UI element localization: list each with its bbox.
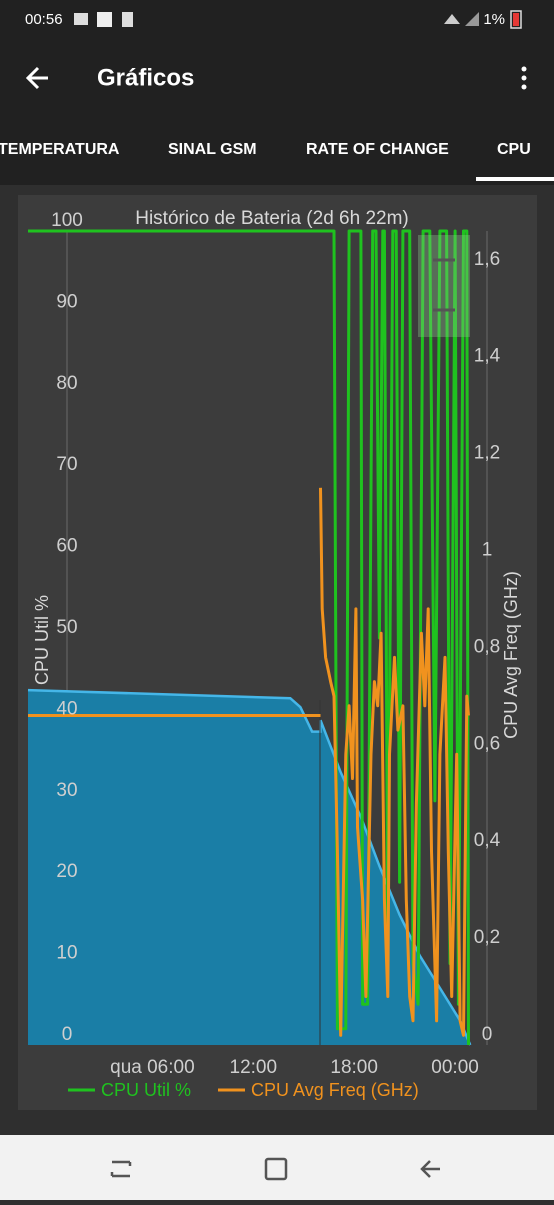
back-button[interactable] xyxy=(25,66,48,90)
y-tick-label: 100 xyxy=(51,210,83,231)
battery-area xyxy=(28,690,471,1045)
y2-tick-label: 1,2 xyxy=(474,443,500,464)
y-axis-title: CPU Util % xyxy=(32,595,52,685)
y2-tick-label: 0,4 xyxy=(474,830,501,851)
y-tick-label: 20 xyxy=(56,861,77,882)
x-tick-label: qua 06:00 xyxy=(110,1057,195,1078)
tab[interactable]: CPU xyxy=(497,141,531,158)
status-icon xyxy=(74,13,88,25)
y-tick-label: 40 xyxy=(56,698,77,719)
y2-tick-label: 1,6 xyxy=(474,249,500,270)
home-button[interactable] xyxy=(264,1157,288,1181)
y-tick-label: 50 xyxy=(56,617,77,638)
x-tick-label: 18:00 xyxy=(330,1057,378,1078)
header-bg xyxy=(0,0,554,185)
status-icon xyxy=(122,12,133,27)
tab[interactable]: SINAL GSM xyxy=(168,141,257,158)
wifi-icon xyxy=(444,14,460,24)
y2-tick-label: 0,6 xyxy=(474,733,500,754)
tab[interactable]: TEMPERATURA xyxy=(0,141,120,158)
back-nav-button[interactable] xyxy=(420,1160,440,1178)
legend-label: CPU Avg Freq (GHz) xyxy=(251,1080,419,1100)
app-title: Gráficos xyxy=(97,64,194,91)
y2-tick-label: 1 xyxy=(482,539,493,560)
zoom-widget-handle xyxy=(433,258,455,312)
status-icon xyxy=(97,12,112,27)
y2-tick-label: 0,8 xyxy=(474,636,500,657)
y-tick-label: 30 xyxy=(56,780,77,801)
zoom-widget xyxy=(418,235,470,337)
y2-tick-label: 1,4 xyxy=(474,346,501,367)
recent-apps-button[interactable] xyxy=(110,1160,132,1178)
status-battery: 1% xyxy=(483,11,505,28)
battery-level xyxy=(513,13,519,26)
menu-button[interactable] xyxy=(521,66,527,90)
nav-bar xyxy=(0,1135,554,1200)
chart-title: Histórico de Bateria (2d 6h 22m) xyxy=(135,208,409,229)
legend-label: CPU Util % xyxy=(101,1080,191,1100)
y-tick-label: 80 xyxy=(56,373,77,394)
y2-tick-label: 0 xyxy=(482,1024,493,1045)
battery-icon xyxy=(510,10,522,29)
status-time: 00:56 xyxy=(25,11,63,28)
y-tick-label: 60 xyxy=(56,536,77,557)
y-tick-label: 70 xyxy=(56,454,77,475)
y2-tick-label: 0,2 xyxy=(474,927,500,948)
x-tick-label: 00:00 xyxy=(431,1057,479,1078)
tab-indicator xyxy=(476,177,554,181)
y2-axis-title: CPU Avg Freq (GHz) xyxy=(501,571,521,739)
signal-icon xyxy=(465,12,479,26)
y-tick-label: 90 xyxy=(56,291,77,312)
series-line xyxy=(28,487,470,1037)
y-tick-label: 0 xyxy=(62,1024,73,1045)
tab[interactable]: RATE OF CHANGE xyxy=(306,141,449,158)
x-tick-label: 12:00 xyxy=(230,1057,278,1078)
y-tick-label: 10 xyxy=(56,943,77,964)
